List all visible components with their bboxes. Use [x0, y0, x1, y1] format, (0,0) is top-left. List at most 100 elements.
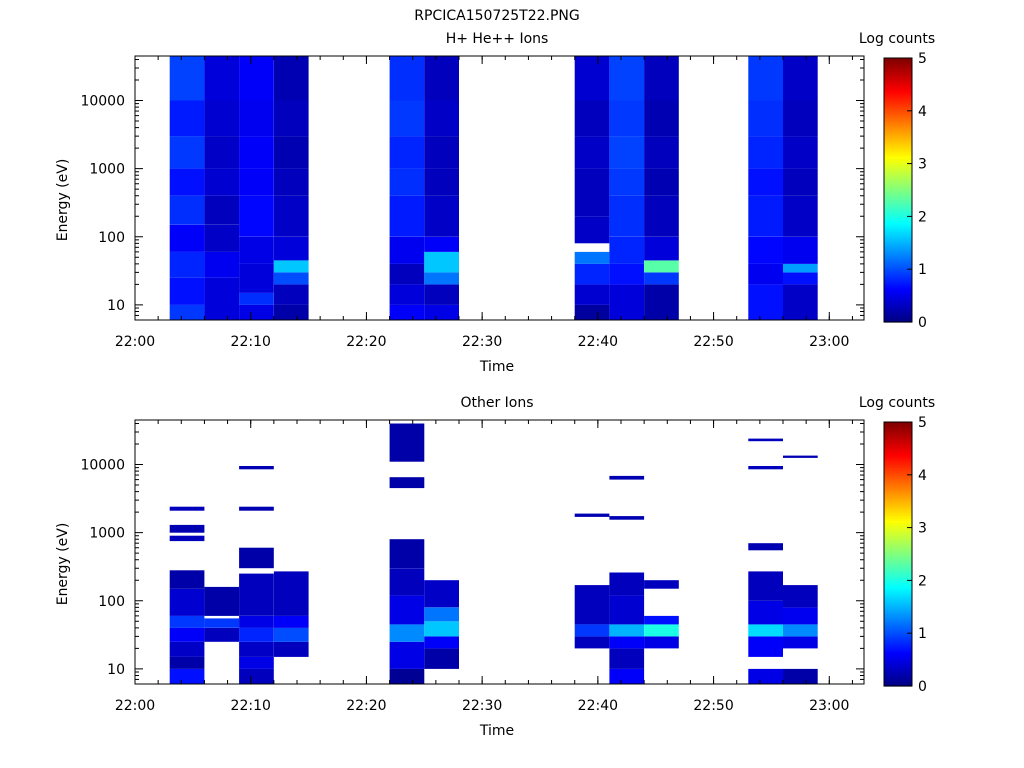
colorbar-segment [884, 596, 912, 599]
colorbar-segment [884, 518, 912, 521]
energy-cell [644, 236, 679, 261]
colorbar-segment [884, 428, 912, 431]
colorbar-segment [884, 124, 912, 127]
energy-cell [424, 136, 459, 169]
energy-cell [783, 136, 818, 169]
time-column [424, 56, 459, 320]
colorbar-segment [884, 130, 912, 133]
colorbar-segment [884, 146, 912, 149]
colorbar-segment [884, 508, 912, 511]
colorbar-segment [884, 190, 912, 193]
energy-cell [574, 513, 610, 517]
colorbar-segment [884, 664, 912, 667]
energy-cell [169, 277, 205, 305]
y-tick-label: 10 [107, 298, 125, 314]
time-column [389, 423, 425, 684]
energy-cell [424, 284, 459, 305]
energy-cell [389, 100, 425, 137]
colorbar-tick-label: 4 [918, 104, 927, 120]
colorbar-segment [884, 540, 912, 543]
energy-cell [273, 136, 309, 169]
energy-cell [239, 292, 274, 305]
time-column [644, 580, 679, 649]
colorbar-segment [884, 650, 912, 653]
x-tick-label: 22:10 [231, 698, 271, 714]
colorbar-segment [884, 134, 912, 137]
energy-cell [273, 56, 309, 101]
colorbar-segment [884, 126, 912, 129]
energy-cell [273, 615, 309, 628]
energy-cell [239, 627, 274, 642]
time-column [574, 56, 610, 320]
energy-cell [748, 466, 783, 470]
colorbar-segment [884, 262, 912, 265]
energy-cell [424, 251, 459, 273]
colorbar-segment [884, 70, 912, 73]
energy-cell [389, 568, 425, 596]
x-tick-label: 22:40 [578, 334, 618, 350]
colorbar-segment [884, 76, 912, 79]
y-tick-label: 10000 [80, 458, 125, 474]
energy-cell [609, 136, 645, 169]
energy-cell [574, 624, 610, 637]
energy-cell [389, 539, 425, 569]
colorbar-segment [884, 568, 912, 571]
energy-cell [609, 668, 645, 684]
colorbar-segment [884, 642, 912, 645]
energy-cell [169, 668, 205, 684]
colorbar-segment [884, 266, 912, 269]
x-tick-label: 22:30 [462, 698, 502, 714]
colorbar-label: Log counts [859, 395, 935, 411]
energy-cell [644, 260, 679, 273]
energy-cell [783, 263, 818, 273]
energy-cell [644, 136, 679, 169]
time-column [748, 438, 783, 684]
colorbar-segment [884, 610, 912, 613]
energy-cell [783, 455, 818, 458]
energy-cell [169, 641, 205, 657]
colorbar-segment [884, 624, 912, 627]
colorbar-segment [884, 426, 912, 429]
colorbar-segment [884, 558, 912, 561]
energy-cell [204, 277, 240, 320]
figure-title: RPCICA150725T22.PNG [414, 8, 579, 24]
colorbar-segment [884, 506, 912, 509]
colorbar-segment [884, 238, 912, 241]
x-tick-label: 22:50 [693, 698, 733, 714]
colorbar-tick-label: 5 [918, 51, 927, 67]
colorbar-segment [884, 542, 912, 545]
colorbar-segment [884, 218, 912, 221]
energy-cell [169, 506, 205, 511]
energy-cell [644, 284, 679, 320]
energy-cell [783, 56, 818, 101]
colorbar-segment [884, 666, 912, 669]
energy-cell [204, 251, 240, 278]
energy-cell [748, 571, 783, 601]
colorbar-segment [884, 286, 912, 289]
energy-cell [783, 168, 818, 196]
colorbar-segment [884, 682, 912, 685]
energy-cell [783, 624, 818, 637]
y-tick-label: 1000 [89, 162, 125, 178]
colorbar-segment [884, 278, 912, 281]
colorbar-segment [884, 208, 912, 211]
energy-cell [169, 627, 205, 642]
colorbar-segment [884, 156, 912, 159]
colorbar-segment [884, 496, 912, 499]
colorbar-segment [884, 552, 912, 555]
x-tick-label: 22:20 [346, 334, 386, 350]
colorbar-segment [884, 440, 912, 443]
colorbar-segment [884, 616, 912, 619]
colorbar-segment [884, 554, 912, 557]
colorbar-segment [884, 174, 912, 177]
energy-cell [169, 168, 205, 196]
energy-cell [609, 100, 645, 137]
energy-cell [204, 586, 240, 616]
colorbar-segment [884, 482, 912, 485]
energy-cell [748, 263, 783, 285]
energy-cell [389, 423, 425, 462]
energy-cell [609, 236, 645, 264]
colorbar-frame [883, 57, 913, 323]
colorbar-segment [884, 470, 912, 473]
energy-cell [783, 100, 818, 137]
